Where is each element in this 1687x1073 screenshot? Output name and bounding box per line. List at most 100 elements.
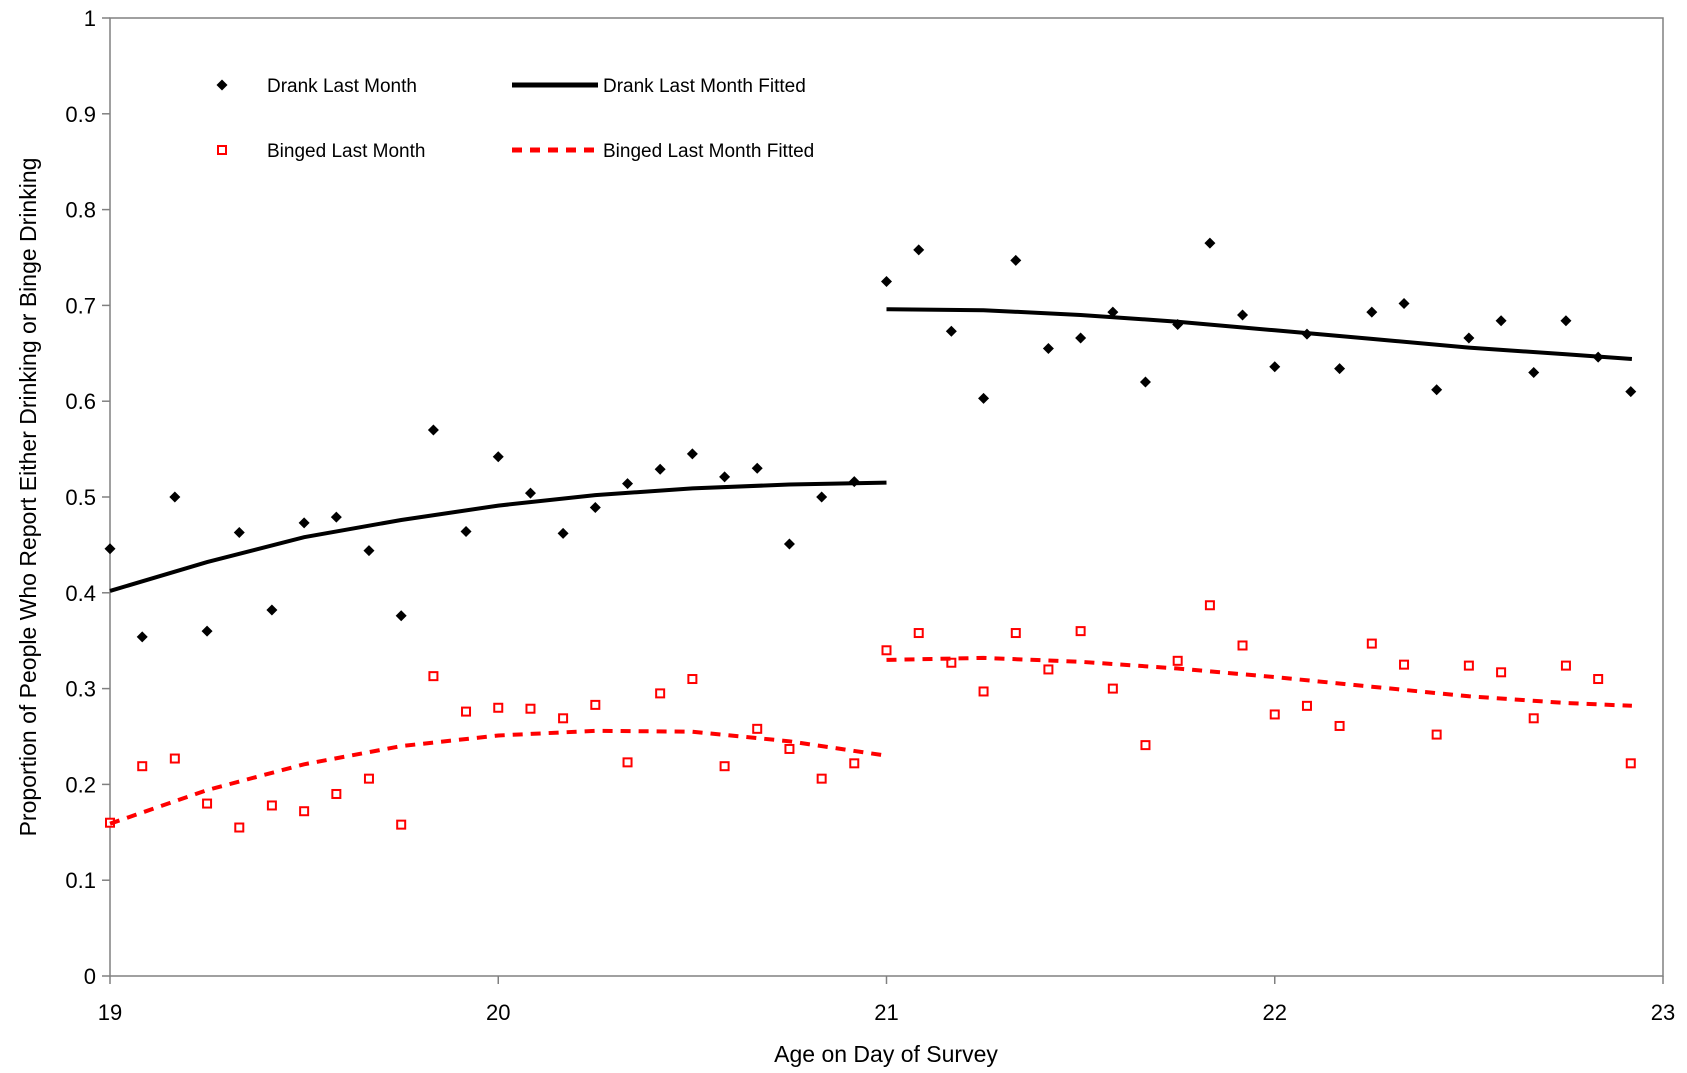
data-point	[331, 788, 342, 799]
legend-label: Binged Last Month	[267, 141, 425, 162]
series-layer	[104, 237, 1637, 833]
data-point	[169, 753, 180, 764]
data-point	[1366, 638, 1377, 649]
data-point	[1496, 667, 1507, 678]
y-tick-label: 1	[84, 6, 96, 31]
x-tick-label: 23	[1651, 1000, 1675, 1025]
data-point	[1043, 664, 1054, 675]
data-point	[524, 487, 536, 499]
data-point	[783, 538, 795, 550]
x-tick-label: 19	[98, 1000, 122, 1025]
data-point	[558, 713, 569, 724]
data-point	[654, 463, 666, 475]
data-point	[1042, 343, 1054, 355]
data-point	[1301, 700, 1312, 711]
data-point	[1560, 315, 1572, 327]
data-point	[104, 543, 116, 555]
data-point	[881, 275, 892, 287]
data-point	[233, 526, 245, 538]
y-axis: 0 0.1 0.2 0.3 0.4 0.5 0.6 0.7 0.8 0.9 1	[65, 6, 110, 989]
data-point	[1625, 758, 1636, 769]
data-point	[169, 491, 181, 503]
x-tick-label: 21	[874, 1000, 898, 1025]
x-axis: 19 20 21 22 23	[98, 976, 1675, 1025]
data-point	[622, 478, 634, 490]
y-tick-label: 0	[84, 964, 96, 989]
data-point	[557, 527, 569, 539]
data-point	[1398, 297, 1410, 309]
data-point	[945, 325, 957, 337]
data-point	[752, 723, 763, 734]
data-point	[1463, 660, 1474, 671]
data-point	[427, 424, 439, 436]
data-point	[266, 800, 277, 811]
data-point	[978, 392, 990, 404]
data-point	[913, 244, 925, 256]
x-tick-label: 20	[486, 1000, 510, 1025]
data-point	[849, 758, 860, 769]
y-tick-label: 0.8	[65, 198, 96, 223]
y-tick-label: 0.6	[65, 389, 96, 414]
y-tick-label: 0.1	[65, 868, 96, 893]
data-point	[363, 545, 375, 557]
data-point	[493, 702, 504, 713]
fitted-line	[886, 655, 1632, 708]
data-point	[460, 525, 472, 537]
legend-label: Binged Last Month Fitted	[603, 141, 814, 162]
data-point	[266, 604, 278, 616]
y-axis-title: Proportion of People Who Report Either D…	[15, 158, 41, 837]
data-point	[1010, 628, 1021, 639]
data-point	[1495, 315, 1507, 327]
y-tick-label: 0.7	[65, 293, 96, 318]
data-point	[881, 645, 892, 656]
fitted-line	[886, 307, 1633, 361]
legend: Drank Last Month Drank Last Month Fitted B…	[216, 76, 814, 162]
legend-swatch	[216, 79, 228, 91]
data-point	[913, 628, 924, 639]
data-point	[298, 517, 310, 529]
data-point	[946, 657, 957, 668]
data-point	[589, 502, 601, 514]
y-tick-label: 0.5	[65, 485, 96, 510]
data-point	[1625, 386, 1637, 398]
plot-area	[109, 17, 1664, 977]
data-point	[816, 773, 827, 784]
data-point	[1010, 254, 1022, 266]
data-point	[1593, 674, 1604, 685]
data-point	[299, 806, 310, 817]
data-point	[137, 761, 148, 772]
data-point	[784, 743, 795, 754]
legend-label: Drank Last Month	[267, 76, 417, 97]
data-point	[719, 761, 730, 772]
x-axis-title: Age on Day of Survey	[774, 1041, 998, 1067]
series-1	[109, 307, 1633, 593]
data-point	[686, 448, 698, 460]
fitted-line	[109, 480, 887, 593]
data-point	[201, 625, 213, 637]
legend-label: Drank Last Month Fitted	[603, 76, 806, 97]
data-point	[1075, 626, 1086, 637]
data-point	[1075, 332, 1087, 344]
data-point	[1366, 306, 1378, 318]
data-point	[1334, 363, 1346, 375]
data-point	[363, 773, 374, 784]
x-tick-label: 22	[1263, 1000, 1287, 1025]
data-point	[1334, 720, 1345, 731]
data-point	[1107, 683, 1118, 694]
data-point	[136, 631, 148, 643]
data-point	[719, 471, 731, 483]
series-2	[105, 600, 1636, 833]
data-point	[1204, 237, 1216, 249]
data-point	[461, 706, 472, 717]
data-point	[330, 511, 342, 523]
data-point	[1528, 366, 1540, 378]
data-point	[1172, 655, 1183, 666]
y-tick-label: 0.9	[65, 102, 96, 127]
data-point	[1431, 384, 1443, 396]
data-point	[1560, 660, 1571, 671]
y-tick-label: 0.2	[65, 772, 96, 797]
data-point	[1463, 332, 1475, 344]
data-point	[622, 757, 633, 768]
data-point	[1269, 709, 1280, 720]
data-point	[1431, 729, 1442, 740]
